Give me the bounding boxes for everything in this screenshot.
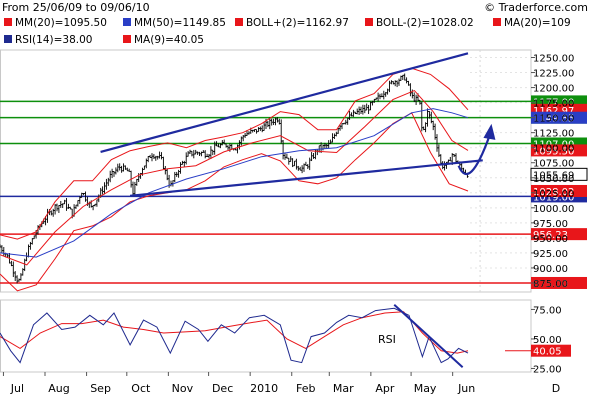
rsi-tick-label: 25.00	[533, 364, 562, 375]
price-tick-label: 1000.00	[533, 204, 574, 215]
bollinger-upper	[0, 67, 469, 240]
x-tick-label: Sep	[90, 382, 111, 395]
price-tag	[531, 144, 587, 157]
trendline-lower-support	[129, 159, 483, 197]
price-tick-label: 1225.00	[533, 69, 574, 80]
rsi-value-tag	[531, 344, 571, 357]
level-tag	[531, 276, 587, 289]
price-tag-label: 1095.50	[533, 146, 574, 157]
price-tag-label: 1055.69	[533, 170, 574, 181]
rsi-label: RSI	[378, 333, 396, 346]
level-tag	[531, 228, 587, 241]
price-tag-label: 1149.85	[533, 114, 574, 125]
price-tick-label: 1025.00	[533, 189, 574, 200]
legend-item: BOLL-(2)=1028.02	[376, 17, 474, 29]
level-tag-label: 1019.00	[533, 192, 574, 203]
x-tick-label: Feb	[296, 382, 315, 395]
x-tick-label: D	[552, 382, 560, 395]
legend-item: MM(20)=1095.50	[15, 17, 107, 29]
level-tag-label: 956.23	[533, 230, 568, 241]
price-tick-label: 1100.00	[533, 144, 574, 155]
legend-swatch	[493, 18, 501, 26]
rsi-value-tag-label: 40.05	[533, 347, 562, 358]
rsi-frame	[0, 299, 532, 373]
x-tick-label: Mar	[333, 382, 354, 395]
rsi-ma9-line	[0, 311, 469, 354]
legend-item: BOLL+(2)=1162.97	[246, 17, 349, 29]
legend-swatch	[235, 18, 243, 26]
price-tick-label: 875.00	[533, 279, 568, 290]
trendline-upper-channel	[100, 52, 469, 153]
date-range: From 25/06/09 to 09/06/10	[2, 1, 150, 14]
legend-swatch	[123, 18, 131, 26]
price-frame	[0, 49, 532, 293]
x-tick-label: Oct	[131, 382, 151, 395]
level-tag-label: 875.00	[533, 279, 568, 290]
copyright: © Traderforce.com	[484, 1, 588, 14]
x-tick-label: Apr	[375, 382, 395, 395]
mm20-line	[0, 90, 469, 266]
legend-item: MA(20)=109	[504, 17, 571, 29]
price-tick-label: 950.00	[533, 234, 568, 245]
legend-swatch	[4, 35, 12, 43]
level-tag-label: 1177.00	[533, 97, 574, 108]
legend-swatch	[365, 18, 373, 26]
x-tick-label: Nov	[172, 382, 194, 395]
price-tag	[531, 111, 587, 124]
legend-swatch	[123, 35, 131, 43]
x-tick-label: Jun	[457, 382, 475, 395]
price-tick-label: 1250.00	[533, 54, 574, 65]
legend-item: MM(50)=1149.85	[134, 17, 226, 29]
forecast-arrow-head	[483, 123, 496, 140]
bollinger-lower	[0, 112, 469, 292]
price-tag-label: 1028.02	[533, 187, 574, 198]
price-tick-label: 925.00	[533, 249, 568, 260]
legend-item: MA(9)=40.05	[134, 34, 204, 46]
x-tick-label: Aug	[48, 382, 69, 395]
price-tick-label: 1175.00	[533, 99, 574, 110]
x-tick-label: May	[414, 382, 437, 395]
price-tag-label: 1162.97	[533, 106, 574, 117]
legend-swatch	[4, 18, 12, 26]
price-tick-label: 900.00	[533, 264, 568, 275]
price-tick-label: 1050.00	[533, 174, 574, 185]
rsi-tick-label: 75.00	[533, 305, 562, 316]
price-tick-label: 1200.00	[533, 84, 574, 95]
price-tick-label: 1075.00	[533, 159, 574, 170]
x-tick-label: Dec	[212, 382, 233, 395]
x-tick-label: Jul	[10, 382, 24, 395]
x-tick-label: 2010	[250, 382, 278, 395]
rsi-line	[0, 307, 469, 364]
price-tick-label: 975.00	[533, 219, 568, 230]
price-tick-label: 1125.00	[533, 129, 574, 140]
forecast-arrow	[457, 135, 491, 176]
price-tag	[531, 184, 587, 197]
rsi-tick-label: 50.00	[533, 335, 562, 346]
legend-item: RSI(14)=38.00	[15, 34, 92, 46]
mm50-line	[0, 108, 469, 258]
price-tick-label: 1150.00	[533, 114, 574, 125]
price-tag	[530, 167, 588, 181]
rsi-trendline	[393, 303, 464, 369]
